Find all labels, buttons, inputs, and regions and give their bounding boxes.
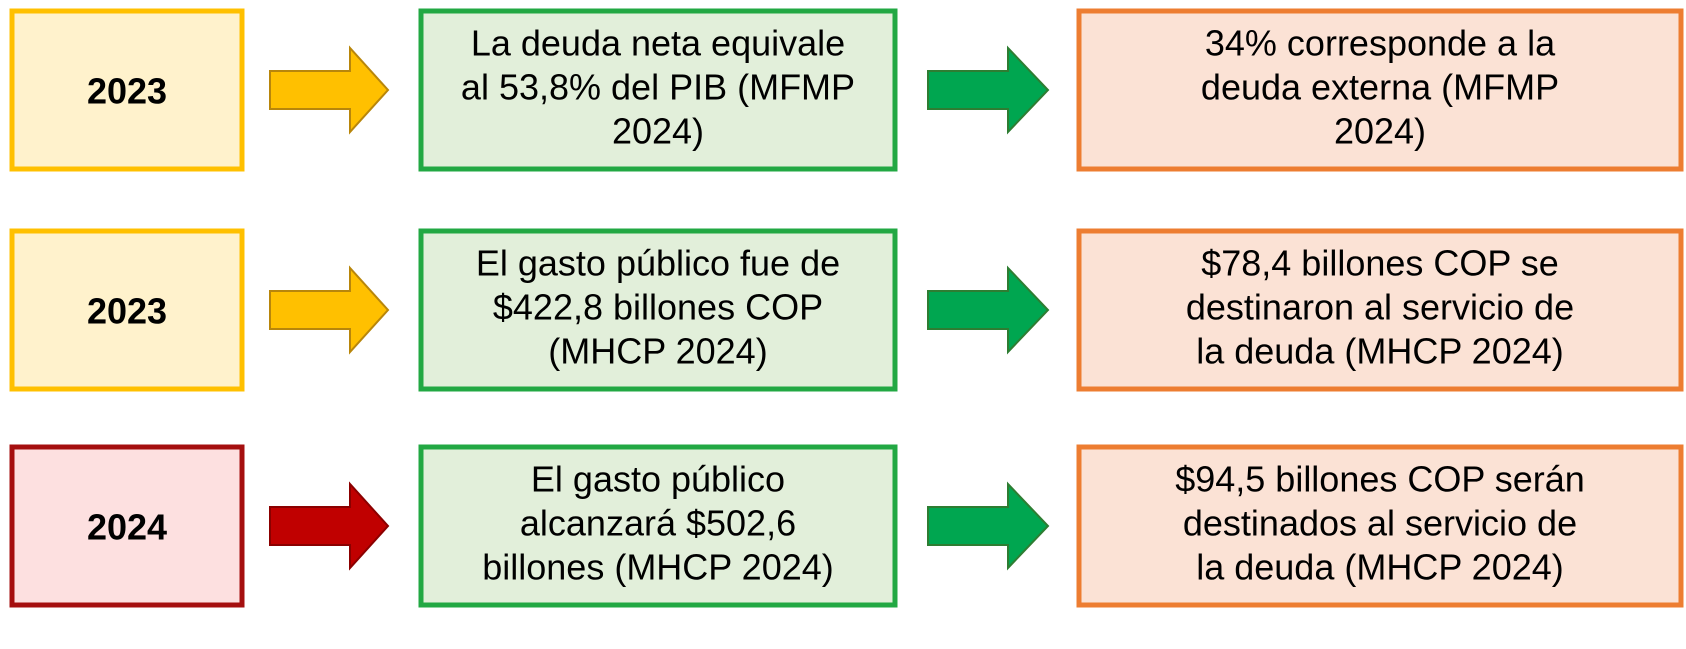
year-label: 2023 xyxy=(87,71,167,112)
right-box xyxy=(1076,228,1684,392)
middle-text: al 53,8% del PIB (MFMP xyxy=(461,67,855,108)
middle-text: (MHCP 2024) xyxy=(548,331,767,372)
right-text: 34% corresponde a la xyxy=(1205,23,1556,64)
right-text: $94,5 billones COP serán xyxy=(1175,459,1585,500)
middle-text: alcanzará $502,6 xyxy=(520,503,796,544)
right-text: deuda externa (MFMP xyxy=(1201,67,1559,108)
right-text: destinaron al servicio de xyxy=(1186,287,1574,328)
middle-text: 2024) xyxy=(612,111,704,152)
right-box xyxy=(1076,444,1684,608)
right-text: destinados al servicio de xyxy=(1183,503,1577,544)
right-text: $78,4 billones COP se xyxy=(1201,243,1559,284)
year-box xyxy=(9,444,245,608)
year-box xyxy=(9,8,245,172)
arrow xyxy=(927,481,1050,571)
arrow xyxy=(927,265,1050,355)
middle-box xyxy=(418,444,898,608)
arrow xyxy=(269,481,390,571)
middle-text: billones (MHCP 2024) xyxy=(482,547,834,588)
middle-text: La deuda neta equivale xyxy=(471,23,845,64)
right-text: la deuda (MHCP 2024) xyxy=(1196,331,1564,372)
arrow xyxy=(927,45,1050,135)
right-text: 2024) xyxy=(1334,111,1426,152)
year-box xyxy=(9,228,245,392)
right-text: la deuda (MHCP 2024) xyxy=(1196,547,1564,588)
middle-text: El gasto público xyxy=(531,459,785,500)
arrow xyxy=(269,265,390,355)
year-label: 2023 xyxy=(87,291,167,332)
middle-text: El gasto público fue de xyxy=(476,243,840,284)
middle-box xyxy=(418,8,898,172)
middle-text: $422,8 billones COP xyxy=(493,287,823,328)
right-box xyxy=(1076,8,1684,172)
arrow xyxy=(269,45,390,135)
middle-box xyxy=(418,228,898,392)
year-label: 2024 xyxy=(87,507,167,548)
